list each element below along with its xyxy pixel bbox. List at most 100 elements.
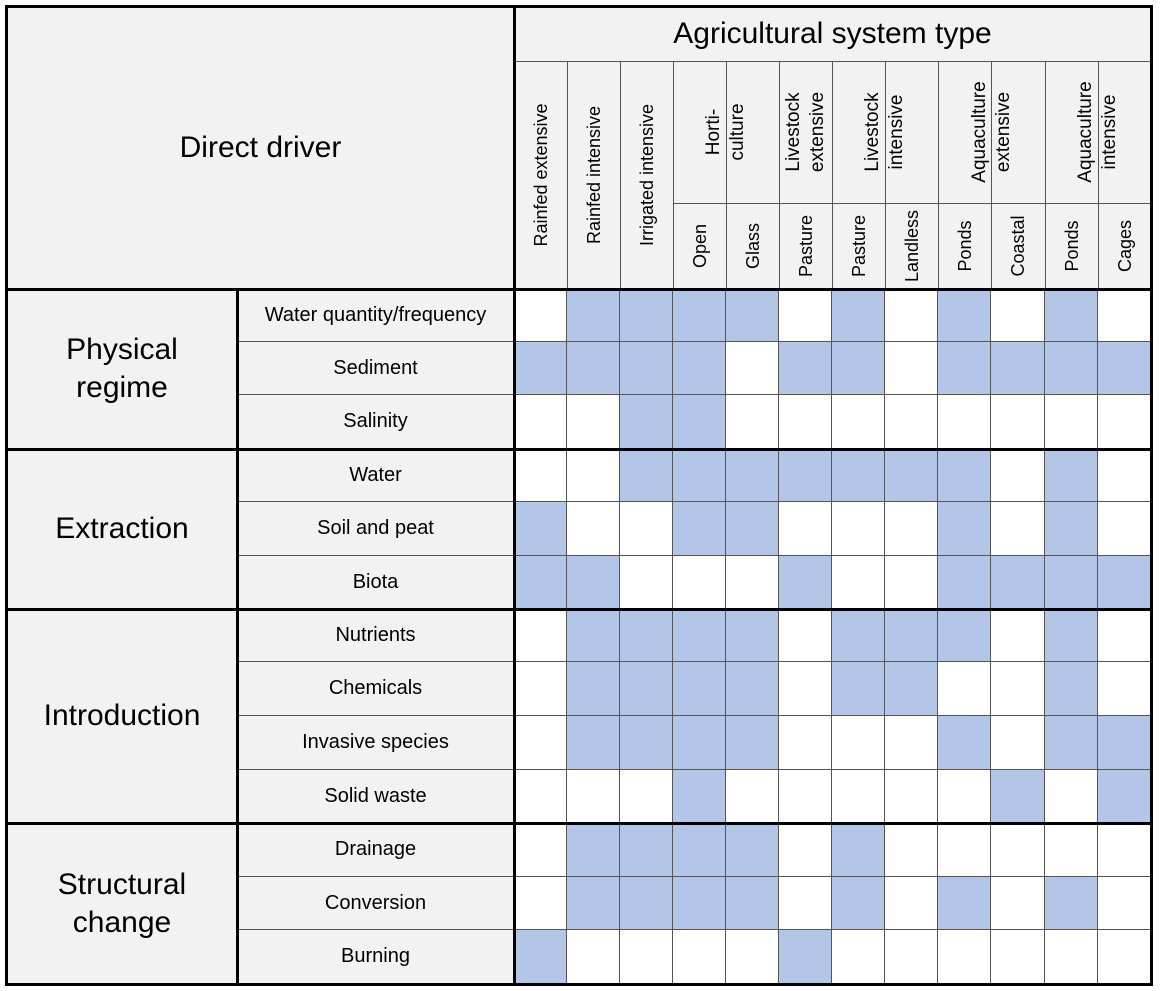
column-divider: [1098, 61, 1099, 289]
matrix-cell-empty: [1098, 395, 1151, 449]
matrix-cell-empty: [567, 395, 620, 449]
matrix-cell-empty: [567, 770, 620, 823]
matrix-cell-empty: [567, 502, 620, 556]
matrix-cell-filled: [620, 395, 673, 449]
column-label: Ponds: [1061, 220, 1082, 272]
matrix-cell-empty: [991, 395, 1045, 449]
category-extraction: Extraction: [7, 449, 237, 609]
matrix-cell-filled: [726, 609, 779, 662]
matrix-cell-empty: [832, 930, 885, 984]
matrix-cell-filled: [514, 502, 567, 556]
group-divider: [938, 203, 1045, 204]
matrix-cell-empty: [514, 289, 567, 342]
matrix-cell-empty: [514, 823, 567, 877]
matrix-cell-empty: [567, 449, 620, 502]
matrix-cell-empty: [938, 662, 991, 716]
column-divider: [991, 61, 992, 289]
matrix-cell-empty: [514, 662, 567, 716]
matrix-cell-empty: [885, 716, 938, 770]
driver-divider: [513, 7, 516, 984]
row-label-text: Salinity: [343, 410, 408, 432]
row-label: Drainage: [237, 823, 514, 877]
category-separator: [7, 448, 1151, 451]
matrix-cell-empty: [779, 609, 832, 662]
matrix-cell-empty: [779, 502, 832, 556]
matrix-cell-filled: [938, 556, 991, 609]
column-header-irrigated-intensive: Irrigated intensive: [620, 61, 673, 289]
matrix-cell-filled: [726, 823, 779, 877]
matrix-cell-filled: [832, 449, 885, 502]
matrix-cell-filled: [620, 449, 673, 502]
column-divider: [726, 61, 727, 289]
matrix-cell-empty: [779, 395, 832, 449]
row-label: Water: [237, 449, 514, 502]
column-label: Pasture: [848, 214, 869, 278]
matrix-cell-filled: [1045, 289, 1098, 342]
matrix-cell-filled: [1045, 449, 1098, 502]
row-label: Sediment: [237, 342, 514, 395]
matrix-cell-filled: [885, 662, 938, 716]
category-label: regime: [76, 371, 168, 404]
matrix-cell-empty: [1045, 930, 1098, 984]
matrix-cell-filled: [832, 609, 885, 662]
row-label: Soil and peat: [237, 502, 514, 556]
matrix-cell-empty: [779, 716, 832, 770]
row-label: Chemicals: [237, 662, 514, 716]
category-structural-change: Structural change: [7, 823, 237, 984]
matrix-cell-empty: [1098, 877, 1151, 930]
matrix-cell-filled: [726, 449, 779, 502]
matrix-cell-empty: [938, 395, 991, 449]
matrix-cell-empty: [726, 556, 779, 609]
row-label-text: Solid waste: [324, 784, 427, 807]
matrix-cell-empty: [885, 395, 938, 449]
matrix-cell-filled: [673, 502, 726, 556]
row-label-text: Biota: [352, 570, 399, 593]
column-label: Ponds: [954, 220, 975, 272]
column-divider: [832, 61, 833, 289]
row-label-text: Drainage: [334, 838, 417, 860]
column-divider: [885, 61, 886, 289]
column-divider: [779, 61, 780, 289]
matrix-cell-filled: [885, 449, 938, 502]
row-label-text: Invasive species: [302, 731, 449, 753]
matrix-cell-filled: [567, 609, 620, 662]
matrix-cell-filled: [514, 930, 567, 984]
category-separator: [7, 608, 1151, 611]
system-type-header: Agricultural system type: [514, 7, 1151, 61]
matrix-cell-empty: [1045, 823, 1098, 877]
row-label: Nutrients: [237, 609, 514, 662]
matrix-cell-filled: [620, 609, 673, 662]
matrix-cell-empty: [938, 930, 991, 984]
matrix-cell-empty: [726, 342, 779, 395]
column-divider: [938, 61, 939, 289]
matrix-cell-empty: [673, 556, 726, 609]
matrix-cell-filled: [673, 716, 726, 770]
category-separator: [7, 822, 1151, 825]
matrix-cell-filled: [620, 662, 673, 716]
matrix-cell-filled: [514, 556, 567, 609]
matrix-cell-empty: [514, 609, 567, 662]
column-label: Cages: [1114, 219, 1135, 273]
group-divider: [673, 203, 779, 204]
matrix-cell-filled: [991, 342, 1045, 395]
matrix-cell-filled: [779, 556, 832, 609]
matrix-cell-empty: [885, 556, 938, 609]
matrix-cell-empty: [991, 609, 1045, 662]
matrix-cell-filled: [567, 556, 620, 609]
column-divider: [1045, 61, 1046, 289]
matrix-cell-empty: [1098, 662, 1151, 716]
matrix-cell-filled: [726, 502, 779, 556]
column-label: Open: [689, 223, 710, 269]
matrix-cell-empty: [620, 502, 673, 556]
matrix-cell-filled: [620, 823, 673, 877]
matrix-cell-empty: [991, 877, 1045, 930]
column-header-aqua-ext-ponds: Ponds: [938, 203, 991, 289]
matrix-cell-filled: [567, 662, 620, 716]
row-label: Burning: [237, 930, 514, 984]
matrix-cell-empty: [885, 877, 938, 930]
category-label: Introduction: [43, 699, 201, 732]
matrix-cell-filled: [673, 877, 726, 930]
matrix-cell-empty: [779, 289, 832, 342]
matrix-cell-filled: [673, 289, 726, 342]
matrix-cell-filled: [991, 556, 1045, 609]
